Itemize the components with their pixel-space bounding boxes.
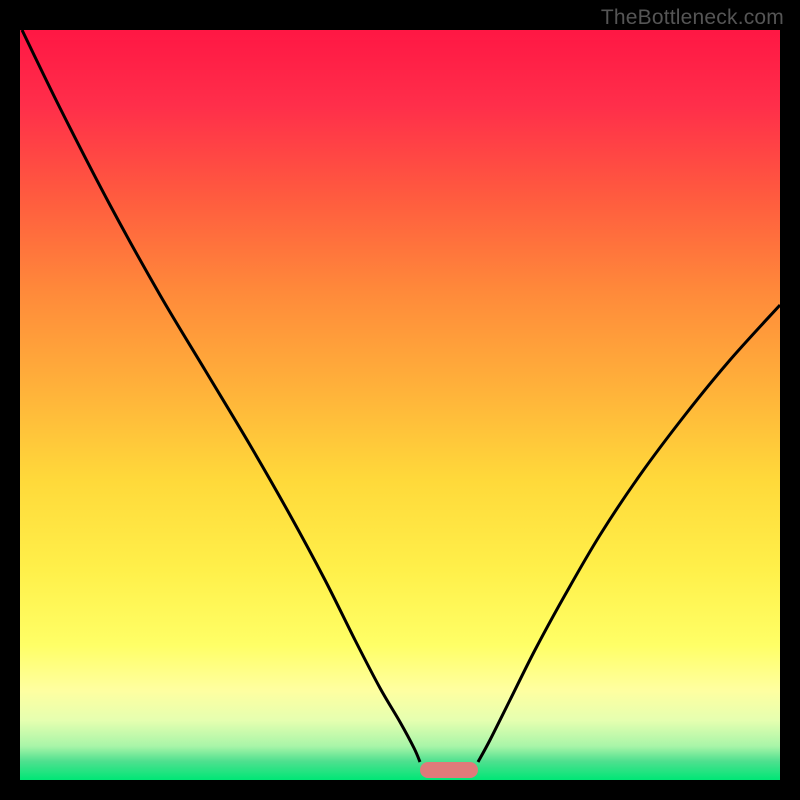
frame-bottom: [0, 780, 800, 800]
bottleneck-chart: [0, 0, 800, 800]
chart-container: TheBottleneck.com: [0, 0, 800, 800]
watermark-text: TheBottleneck.com: [601, 6, 784, 30]
plot-background: [20, 30, 780, 780]
frame-left: [0, 0, 20, 800]
frame-right: [780, 0, 800, 800]
minimum-marker: [420, 762, 478, 778]
